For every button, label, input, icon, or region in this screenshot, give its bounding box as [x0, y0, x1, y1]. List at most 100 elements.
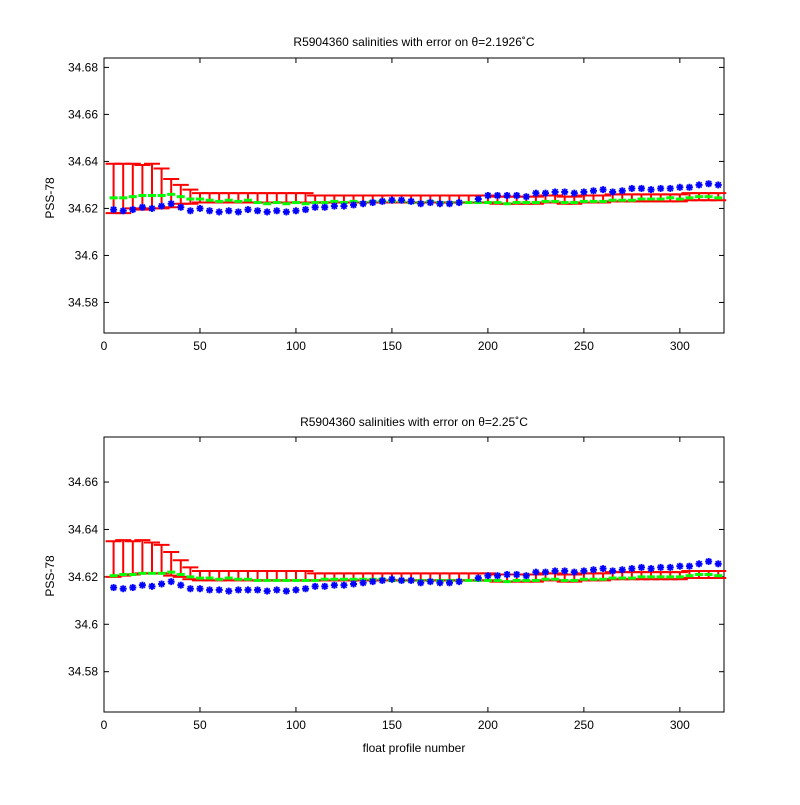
bottom-chart-float-point [167, 578, 175, 586]
top-chart-float-point [292, 207, 300, 215]
top-chart-x-tick-label: 300 [670, 339, 690, 353]
bottom-chart-float-point [378, 576, 386, 584]
bottom-chart-float-point [138, 581, 146, 589]
top-chart-plot-area: 0 50 100 150 200 250 300 34.58 34.6 34.62 34.64 34.… [68, 57, 727, 353]
top-chart-float-point [340, 202, 348, 210]
bottom-chart-float-point [321, 582, 329, 590]
top-chart-float-point [541, 189, 549, 197]
top-chart-float-point [186, 207, 194, 215]
top-chart-y-tick-label: 34.64 [68, 154, 98, 168]
bottom-chart-axes-frame [103, 436, 725, 713]
bottom-chart-float-point [446, 579, 454, 587]
bottom-chart-x-tick-label: 0 [101, 718, 108, 732]
top-chart-float-point [244, 206, 252, 214]
bottom-chart-float-point [388, 575, 396, 583]
bottom-chart-float-point [705, 557, 713, 565]
bottom-chart-float-point [637, 563, 645, 571]
top-chart-ylabel: PSS-78 [43, 177, 57, 219]
bottom-chart-x-tick-label: 50 [193, 718, 207, 732]
top-chart-float-point [234, 208, 242, 216]
bottom-chart-x-tick-label: 250 [574, 718, 594, 732]
bottom-chart-float-point [484, 572, 492, 580]
top-chart-float-point [455, 199, 463, 207]
top-chart-float-point [561, 188, 569, 196]
top-chart-float-point [206, 207, 214, 215]
bottom-chart-float-point [570, 568, 578, 576]
bottom-chart-x-tick-label: 100 [286, 718, 306, 732]
bottom-chart-float-point [666, 563, 674, 571]
top-chart-float-point [417, 200, 425, 208]
top-chart-float-point [532, 189, 540, 197]
bottom-chart-float-point [561, 567, 569, 575]
bottom-chart-y-tick-label: 34.66 [68, 475, 98, 489]
bottom-chart-float-point [455, 578, 463, 586]
bottom-chart-float-point [225, 587, 233, 595]
top-chart-float-point [493, 192, 501, 199]
bottom-chart-float-point [714, 560, 722, 568]
top-chart-float-point [657, 184, 665, 192]
top-chart-float-point [647, 186, 655, 194]
bottom-chart-float-point [493, 572, 501, 580]
bottom-chart-float-point [618, 566, 626, 574]
top-chart-float-point [446, 200, 454, 208]
bottom-chart-float-point [503, 571, 511, 578]
top-chart-x-tick-label: 150 [382, 339, 402, 353]
top-chart-y-tick-label: 34.66 [68, 107, 98, 121]
bottom-chart-float-point [119, 585, 127, 593]
bottom-chart-float-point [398, 576, 406, 584]
bottom-chart-float-point [215, 586, 223, 594]
bottom-chart-float-point [436, 579, 444, 587]
bottom-chart-float-point [513, 571, 521, 578]
top-chart-float-point [503, 192, 511, 199]
top-chart-float-point [359, 200, 367, 208]
bottom-chart-float-point [685, 562, 693, 570]
top-chart-float-point [215, 208, 223, 216]
bottom-chart-float-point [551, 567, 559, 575]
top-chart-float-point [350, 201, 358, 209]
bottom-chart-x-tick-label: 200 [478, 718, 498, 732]
bottom-chart-float-point [647, 565, 655, 573]
top-chart-error-bar [182, 188, 199, 205]
bottom-chart-float-point [589, 566, 597, 574]
bottom-chart-float-point [186, 585, 194, 593]
top-chart-float-point [110, 206, 118, 214]
bottom-chart-float-point [158, 580, 166, 588]
top-chart-float-point [167, 200, 175, 208]
bottom-chart-y-tick-label: 34.6 [75, 617, 99, 631]
bottom-chart-float-point [676, 562, 684, 570]
bottom-chart-title: R5904360 salinities with error on θ=2.25… [300, 415, 528, 429]
top-chart-float-point [580, 188, 588, 196]
top-chart-float-point [148, 204, 156, 212]
top-chart-float-point [618, 187, 626, 195]
bottom-chart-float-point [244, 586, 252, 594]
bottom-chart-float-point [522, 572, 530, 580]
top-chart-float-point [388, 196, 396, 204]
bottom-chart-float-point [311, 582, 319, 590]
bottom-chart-float-point [292, 586, 300, 594]
bottom-chart-float-point [254, 586, 262, 594]
bottom-chart-x-tick-label: 150 [382, 718, 402, 732]
bottom-chart-float-point [196, 585, 204, 593]
top-chart-float-point [119, 207, 127, 215]
top-chart-float-point [570, 189, 578, 197]
bottom-chart-float-point [110, 584, 118, 592]
top-chart-float-point [436, 200, 444, 208]
bottom-chart-y-tick-label: 34.58 [68, 665, 98, 679]
top-chart-float-point [685, 183, 693, 191]
bottom-chart-y-tick-label: 34.62 [68, 570, 98, 584]
bottom-chart-float-point [359, 579, 367, 587]
top-chart-float-point [273, 207, 281, 215]
top-chart-float-point [282, 208, 290, 216]
top-chart-float-point [302, 206, 310, 214]
bottom-chart-float-point [282, 587, 290, 595]
top-chart-x-tick-label: 0 [101, 339, 108, 353]
top-chart-y-tick-label: 34.68 [68, 60, 98, 74]
top-chart-float-point [522, 193, 530, 201]
top-chart-float-point [177, 203, 185, 211]
top-chart-y-tick-label: 34.58 [68, 295, 98, 309]
top-chart: R5904360 salinities with error on θ=2.19… [43, 35, 727, 353]
bottom-chart-float-point [369, 578, 377, 586]
top-chart-float-point [129, 206, 137, 214]
